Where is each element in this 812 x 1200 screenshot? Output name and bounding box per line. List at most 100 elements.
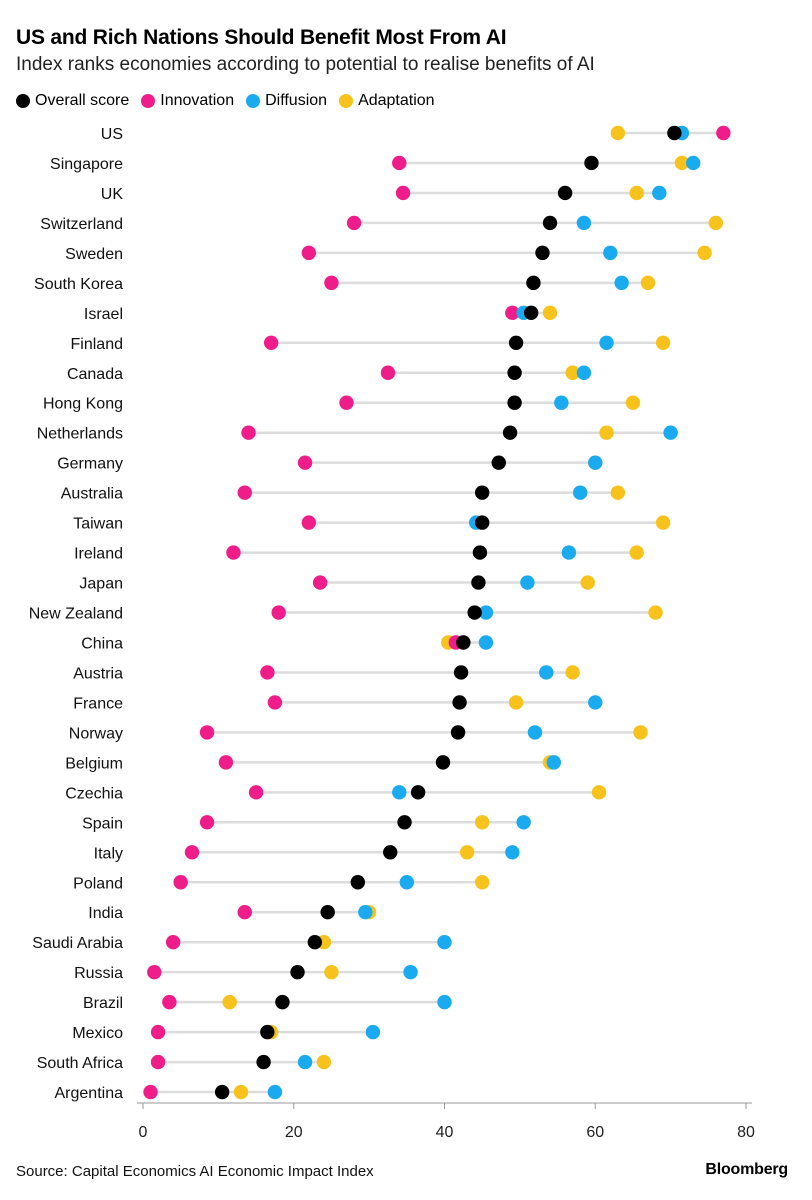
- point-innovation-argentina: [143, 1084, 158, 1100]
- point-adaptation-hong-kong: [625, 395, 641, 410]
- point-diffusion-norway: [527, 725, 543, 740]
- legend-item-adaptation: Adaptation: [339, 92, 435, 110]
- category-label-ireland: Ireland: [74, 546, 123, 563]
- point-innovation-hong-kong: [339, 395, 354, 410]
- point-innovation-japan: [312, 575, 328, 590]
- category-label-spain: Spain: [82, 815, 123, 832]
- point-innovation-us: [716, 125, 731, 141]
- point-overall-israel: [523, 305, 539, 321]
- category-label-mexico: Mexico: [72, 1025, 123, 1042]
- chart-title: US and Rich Nations Should Benefit Most …: [16, 26, 507, 49]
- category-label-india: India: [88, 905, 123, 922]
- category-label-argentina: Argentina: [55, 1085, 124, 1102]
- point-innovation-poland: [173, 875, 188, 890]
- point-innovation-czechia: [248, 785, 264, 800]
- point-diffusion-austria: [539, 665, 554, 680]
- x-tick-label-20: 20: [285, 1124, 303, 1141]
- point-innovation-australia: [237, 485, 252, 500]
- point-innovation-mexico: [150, 1024, 166, 1040]
- point-overall-taiwan: [474, 515, 490, 530]
- legend-dot-overall: [16, 94, 30, 108]
- point-diffusion-south-korea: [614, 275, 629, 291]
- point-adaptation-taiwan: [655, 515, 671, 530]
- legend-label-innovation: Innovation: [160, 92, 235, 109]
- x-tick-label-0: 0: [139, 1124, 148, 1141]
- point-overall-germany: [491, 455, 506, 470]
- category-label-singapore: Singapore: [50, 156, 123, 173]
- point-adaptation-russia: [324, 964, 339, 980]
- point-innovation-spain: [199, 815, 215, 830]
- point-adaptation-new-zealand: [648, 605, 663, 620]
- category-label-south-africa: South Africa: [37, 1055, 123, 1072]
- point-overall-france: [452, 695, 467, 710]
- point-diffusion-france: [588, 695, 603, 710]
- point-innovation-switzerland: [346, 215, 362, 231]
- point-innovation-netherlands: [241, 425, 256, 440]
- point-overall-india: [320, 905, 335, 920]
- point-overall-poland: [350, 875, 366, 890]
- brand-logo-text: Bloomberg: [705, 1161, 788, 1178]
- point-overall-australia: [474, 485, 490, 500]
- category-label-poland: Poland: [73, 875, 123, 892]
- point-adaptation-sweden: [697, 245, 712, 261]
- point-diffusion-poland: [399, 875, 415, 890]
- dot-plot-chart: US Singapore UK Switzerland Sweden South Kore…: [29, 125, 755, 1141]
- point-diffusion-uk: [652, 185, 667, 201]
- category-label-netherlands: Netherlands: [37, 426, 123, 443]
- point-diffusion-belgium: [546, 755, 561, 770]
- point-diffusion-netherlands: [663, 425, 678, 440]
- point-diffusion-ireland: [561, 545, 577, 560]
- point-overall-singapore: [584, 155, 599, 171]
- point-innovation-norway: [199, 725, 215, 740]
- point-innovation-italy: [184, 845, 200, 860]
- source-note: Source: Capital Economics AI Economic Im…: [16, 1163, 374, 1180]
- point-adaptation-australia: [610, 485, 626, 500]
- point-overall-new-zealand: [467, 605, 482, 620]
- point-adaptation-ireland: [629, 545, 644, 560]
- legend-item-innovation: Innovation: [141, 92, 234, 110]
- point-overall-china: [456, 635, 471, 650]
- category-label-new-zealand: New Zealand: [29, 606, 123, 623]
- point-diffusion-india: [358, 905, 373, 920]
- point-innovation-russia: [147, 964, 162, 980]
- point-overall-finland: [508, 335, 524, 350]
- point-adaptation-brazil: [222, 994, 237, 1010]
- point-overall-japan: [471, 575, 486, 590]
- point-diffusion-singapore: [686, 155, 701, 171]
- point-innovation-south-korea: [324, 275, 339, 291]
- category-label-australia: Australia: [61, 486, 123, 503]
- point-diffusion-finland: [599, 335, 614, 350]
- point-innovation-ireland: [226, 545, 241, 560]
- category-label-uk: UK: [101, 186, 124, 203]
- point-adaptation-italy: [459, 845, 475, 860]
- point-diffusion-spain: [516, 815, 531, 830]
- legend-label-adaptation: Adaptation: [358, 92, 435, 109]
- category-label-czechia: Czechia: [65, 785, 123, 802]
- category-label-brazil: Brazil: [83, 995, 123, 1012]
- point-innovation-canada: [380, 365, 396, 380]
- point-overall-switzerland: [542, 215, 558, 231]
- point-adaptation-czechia: [591, 785, 607, 800]
- point-innovation-belgium: [218, 755, 234, 770]
- legend: Overall score Innovation Diffusion Adapt…: [16, 92, 447, 110]
- point-diffusion-hong-kong: [554, 395, 569, 410]
- legend-label-diffusion: Diffusion: [265, 92, 328, 109]
- point-overall-italy: [383, 845, 398, 860]
- point-adaptation-finland: [655, 335, 671, 350]
- point-overall-russia: [290, 964, 305, 980]
- point-adaptation-us: [610, 125, 626, 141]
- category-label-belgium: Belgium: [65, 755, 123, 772]
- category-label-france: France: [73, 695, 123, 712]
- point-overall-saudi-arabia: [307, 934, 323, 950]
- point-diffusion-japan: [520, 575, 535, 590]
- point-innovation-saudi-arabia: [165, 934, 181, 950]
- point-adaptation-japan: [580, 575, 595, 590]
- category-label-austria: Austria: [73, 665, 123, 682]
- point-overall-netherlands: [502, 425, 518, 440]
- point-innovation-austria: [260, 665, 275, 680]
- category-label-canada: Canada: [67, 366, 123, 383]
- legend-dot-diffusion: [246, 94, 261, 108]
- point-innovation-sweden: [301, 245, 317, 261]
- point-diffusion-russia: [403, 964, 418, 980]
- point-innovation-france: [267, 695, 283, 710]
